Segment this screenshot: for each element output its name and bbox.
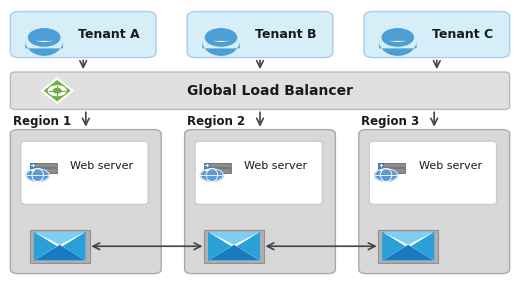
FancyBboxPatch shape [364, 12, 510, 58]
Polygon shape [411, 232, 434, 261]
Polygon shape [25, 41, 63, 56]
Polygon shape [35, 41, 54, 42]
FancyBboxPatch shape [378, 168, 384, 173]
FancyBboxPatch shape [10, 72, 510, 109]
Circle shape [382, 29, 413, 46]
FancyBboxPatch shape [30, 168, 57, 173]
FancyBboxPatch shape [204, 168, 231, 173]
Text: Tenant A: Tenant A [78, 28, 140, 41]
Circle shape [205, 29, 237, 46]
FancyBboxPatch shape [30, 230, 90, 263]
Polygon shape [382, 232, 434, 245]
Text: Web server: Web server [244, 161, 307, 171]
Polygon shape [379, 41, 417, 56]
Polygon shape [34, 245, 86, 261]
FancyBboxPatch shape [30, 162, 57, 167]
FancyBboxPatch shape [204, 162, 231, 167]
FancyBboxPatch shape [30, 162, 35, 167]
FancyBboxPatch shape [359, 130, 510, 274]
Circle shape [29, 29, 60, 46]
FancyBboxPatch shape [378, 230, 438, 263]
Text: Region 3: Region 3 [361, 115, 420, 128]
Circle shape [375, 169, 398, 181]
Bar [208, 232, 260, 261]
Polygon shape [382, 232, 406, 261]
Bar [382, 232, 434, 261]
FancyBboxPatch shape [195, 141, 322, 204]
Polygon shape [237, 232, 260, 261]
FancyBboxPatch shape [378, 168, 405, 173]
FancyBboxPatch shape [378, 162, 384, 167]
FancyBboxPatch shape [21, 141, 148, 204]
Bar [34, 232, 86, 261]
Circle shape [53, 88, 61, 93]
Text: Web server: Web server [70, 161, 133, 171]
FancyBboxPatch shape [378, 162, 405, 167]
Text: Region 1: Region 1 [13, 115, 71, 128]
Circle shape [27, 169, 49, 181]
Polygon shape [62, 232, 86, 261]
Circle shape [201, 169, 224, 181]
Polygon shape [388, 41, 407, 42]
FancyBboxPatch shape [204, 168, 210, 173]
FancyBboxPatch shape [204, 162, 210, 167]
Text: Global Load Balancer: Global Load Balancer [187, 84, 354, 98]
Polygon shape [34, 232, 86, 245]
Text: Tenant C: Tenant C [432, 28, 493, 41]
Polygon shape [202, 41, 240, 56]
Text: Tenant B: Tenant B [255, 28, 316, 41]
FancyBboxPatch shape [185, 130, 335, 274]
Polygon shape [382, 245, 434, 261]
Polygon shape [208, 232, 260, 245]
FancyBboxPatch shape [10, 12, 156, 58]
Circle shape [48, 86, 66, 96]
Text: Web server: Web server [419, 161, 482, 171]
FancyBboxPatch shape [204, 230, 264, 263]
Polygon shape [212, 41, 230, 42]
Text: Region 2: Region 2 [187, 115, 245, 128]
Polygon shape [208, 245, 260, 261]
FancyBboxPatch shape [30, 168, 35, 173]
FancyBboxPatch shape [187, 12, 333, 58]
Polygon shape [34, 232, 57, 261]
Polygon shape [208, 232, 231, 261]
FancyBboxPatch shape [369, 141, 497, 204]
Polygon shape [42, 79, 72, 103]
FancyBboxPatch shape [10, 130, 161, 274]
